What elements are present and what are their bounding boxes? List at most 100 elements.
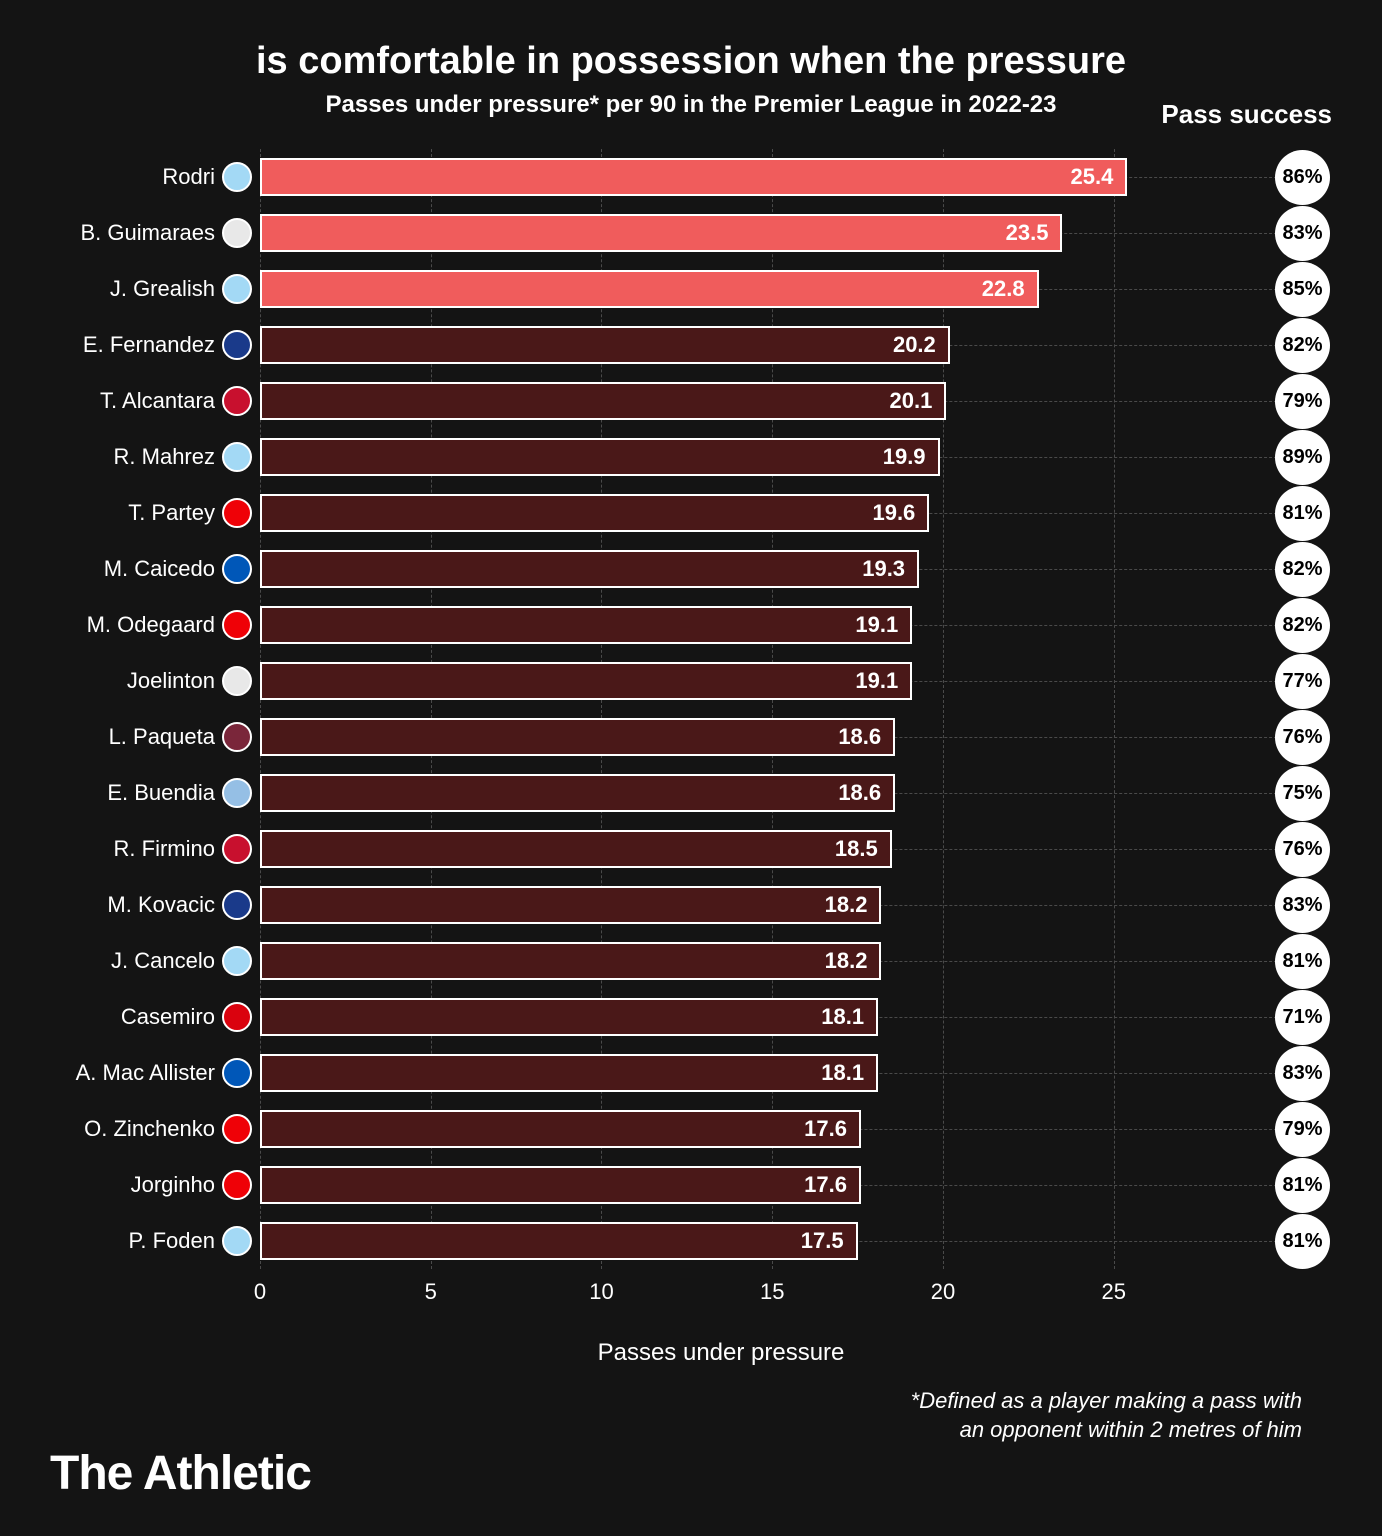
club-badge-icon bbox=[222, 218, 252, 248]
bar-value: 20.1 bbox=[890, 388, 933, 414]
pass-success-badge: 75% bbox=[1275, 766, 1330, 821]
bar: 18.2 bbox=[260, 886, 881, 924]
bar: 19.3 bbox=[260, 550, 919, 588]
player-name: O. Zinchenko bbox=[60, 1116, 215, 1142]
table-row: Rodri25.486% bbox=[260, 149, 1182, 205]
player-name: E. Fernandez bbox=[60, 332, 215, 358]
chart-title: is comfortable in possession when the pr… bbox=[60, 40, 1322, 83]
player-name: Rodri bbox=[60, 164, 215, 190]
pass-success-badge: 81% bbox=[1275, 486, 1330, 541]
table-row: Joelinton19.177% bbox=[260, 653, 1182, 709]
table-row: R. Mahrez19.989% bbox=[260, 429, 1182, 485]
player-name: L. Paqueta bbox=[60, 724, 215, 750]
table-row: M. Caicedo19.382% bbox=[260, 541, 1182, 597]
club-badge-icon bbox=[222, 946, 252, 976]
bar-value: 19.1 bbox=[855, 612, 898, 638]
bar-value: 17.6 bbox=[804, 1172, 847, 1198]
bar: 18.6 bbox=[260, 718, 895, 756]
x-tick: 25 bbox=[1101, 1279, 1125, 1305]
club-badge-icon bbox=[222, 1170, 252, 1200]
bar-value: 19.3 bbox=[862, 556, 905, 582]
pass-success-badge: 81% bbox=[1275, 1214, 1330, 1269]
x-tick: 0 bbox=[254, 1279, 266, 1305]
bar-value: 18.1 bbox=[821, 1060, 864, 1086]
pass-success-badge: 77% bbox=[1275, 654, 1330, 709]
player-name: R. Firmino bbox=[60, 836, 215, 862]
club-badge-icon bbox=[222, 274, 252, 304]
bar: 18.2 bbox=[260, 942, 881, 980]
table-row: T. Alcantara20.179% bbox=[260, 373, 1182, 429]
bar-value: 19.9 bbox=[883, 444, 926, 470]
player-name: M. Odegaard bbox=[60, 612, 215, 638]
club-badge-icon bbox=[222, 610, 252, 640]
table-row: P. Foden17.581% bbox=[260, 1213, 1182, 1269]
table-row: M. Odegaard19.182% bbox=[260, 597, 1182, 653]
player-name: T. Alcantara bbox=[60, 388, 215, 414]
table-row: J. Grealish22.885% bbox=[260, 261, 1182, 317]
player-name: J. Cancelo bbox=[60, 948, 215, 974]
bar: 20.2 bbox=[260, 326, 950, 364]
club-badge-icon bbox=[222, 498, 252, 528]
pass-success-badge: 83% bbox=[1275, 1046, 1330, 1101]
pass-success-badge: 83% bbox=[1275, 878, 1330, 933]
table-row: E. Buendia18.675% bbox=[260, 765, 1182, 821]
bar-value: 18.6 bbox=[838, 724, 881, 750]
club-badge-icon bbox=[222, 162, 252, 192]
club-badge-icon bbox=[222, 330, 252, 360]
pass-success-badge: 76% bbox=[1275, 710, 1330, 765]
pass-success-badge: 82% bbox=[1275, 598, 1330, 653]
bar: 18.5 bbox=[260, 830, 892, 868]
player-name: A. Mac Allister bbox=[60, 1060, 215, 1086]
bar: 17.5 bbox=[260, 1222, 858, 1260]
club-badge-icon bbox=[222, 1058, 252, 1088]
table-row: Casemiro18.171% bbox=[260, 989, 1182, 1045]
player-name: J. Grealish bbox=[60, 276, 215, 302]
table-row: E. Fernandez20.282% bbox=[260, 317, 1182, 373]
player-name: R. Mahrez bbox=[60, 444, 215, 470]
pass-success-badge: 79% bbox=[1275, 374, 1330, 429]
bar-value: 17.5 bbox=[801, 1228, 844, 1254]
table-row: T. Partey19.681% bbox=[260, 485, 1182, 541]
brand-logo: The Athletic bbox=[50, 1446, 311, 1501]
footnote-line2: an opponent within 2 metres of him bbox=[60, 1416, 1302, 1445]
bar: 18.6 bbox=[260, 774, 895, 812]
player-name: Jorginho bbox=[60, 1172, 215, 1198]
club-badge-icon bbox=[222, 1114, 252, 1144]
bar: 19.6 bbox=[260, 494, 929, 532]
club-badge-icon bbox=[222, 890, 252, 920]
x-tick: 10 bbox=[589, 1279, 613, 1305]
bar: 22.8 bbox=[260, 270, 1039, 308]
chart-subtitle: Passes under pressure* per 90 in the Pre… bbox=[60, 91, 1322, 119]
pass-success-badge: 89% bbox=[1275, 430, 1330, 485]
table-row: B. Guimaraes23.583% bbox=[260, 205, 1182, 261]
x-tick: 5 bbox=[425, 1279, 437, 1305]
bar-value: 23.5 bbox=[1006, 220, 1049, 246]
club-badge-icon bbox=[222, 778, 252, 808]
table-row: A. Mac Allister18.183% bbox=[260, 1045, 1182, 1101]
club-badge-icon bbox=[222, 1226, 252, 1256]
bar: 23.5 bbox=[260, 214, 1062, 252]
player-name: Casemiro bbox=[60, 1004, 215, 1030]
pass-success-badge: 81% bbox=[1275, 1158, 1330, 1213]
pass-success-header: Pass success bbox=[1161, 99, 1332, 130]
table-row: O. Zinchenko17.679% bbox=[260, 1101, 1182, 1157]
x-axis: 0510152025 bbox=[260, 1279, 1182, 1329]
club-badge-icon bbox=[222, 666, 252, 696]
bar-value: 20.2 bbox=[893, 332, 936, 358]
bar-value: 18.1 bbox=[821, 1004, 864, 1030]
pass-success-badge: 79% bbox=[1275, 1102, 1330, 1157]
club-badge-icon bbox=[222, 554, 252, 584]
x-tick: 15 bbox=[760, 1279, 784, 1305]
table-row: L. Paqueta18.676% bbox=[260, 709, 1182, 765]
bar: 19.1 bbox=[260, 606, 912, 644]
pass-success-badge: 82% bbox=[1275, 542, 1330, 597]
bar: 25.4 bbox=[260, 158, 1127, 196]
table-row: Jorginho17.681% bbox=[260, 1157, 1182, 1213]
bar-value: 18.5 bbox=[835, 836, 878, 862]
bar: 18.1 bbox=[260, 998, 878, 1036]
x-tick: 20 bbox=[931, 1279, 955, 1305]
player-name: Joelinton bbox=[60, 668, 215, 694]
club-badge-icon bbox=[222, 834, 252, 864]
bar: 19.9 bbox=[260, 438, 940, 476]
bar-value: 22.8 bbox=[982, 276, 1025, 302]
